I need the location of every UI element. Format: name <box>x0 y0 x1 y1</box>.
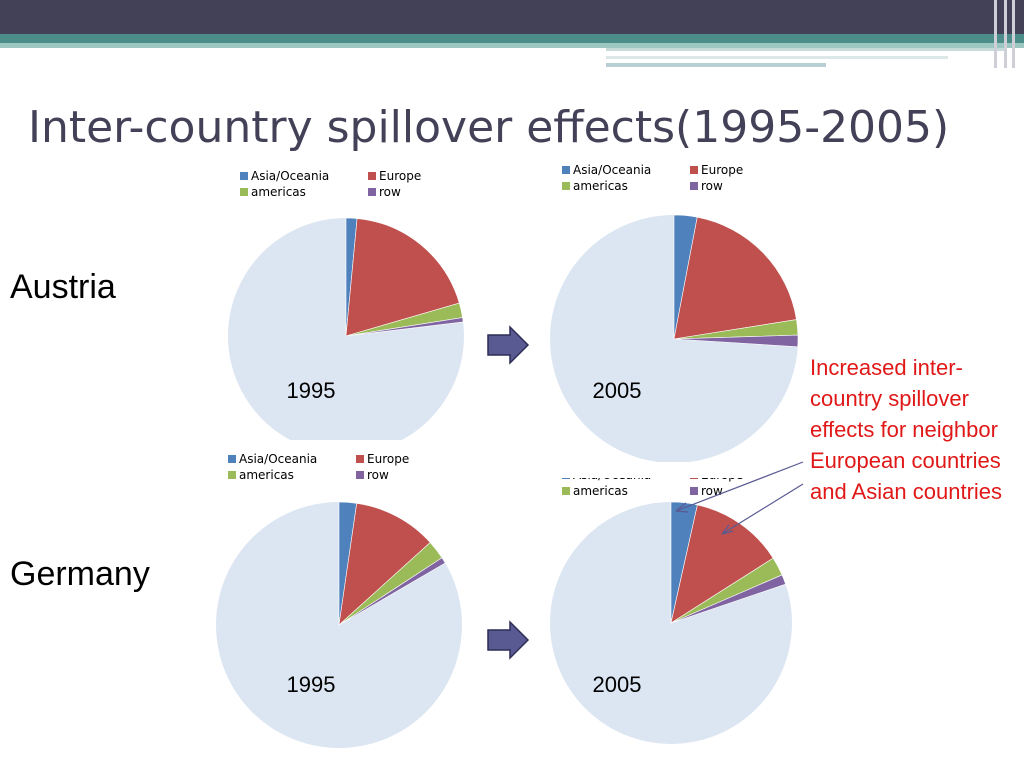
decor-stripe <box>994 0 997 68</box>
pie-slice-europe <box>673 216 797 340</box>
legend-swatch <box>368 188 376 196</box>
arrow-germany <box>487 620 530 660</box>
decor-stripe <box>606 48 1006 51</box>
pie-slice-row <box>670 574 786 624</box>
legend-label: Asia/Oceania <box>251 169 329 183</box>
legend-label: row <box>379 185 401 199</box>
pie-slice-europe <box>338 502 431 626</box>
teal-band-light <box>0 43 1024 48</box>
annotation-note: Increased inter-country spillover effect… <box>810 355 1003 504</box>
legend-label: americas <box>573 484 628 498</box>
legend-swatch <box>228 471 236 479</box>
row-label-austria: Austria <box>10 268 116 306</box>
legend-label: Europe <box>379 169 421 183</box>
pie-chart-1 <box>228 217 464 440</box>
legend-label: row <box>367 468 389 482</box>
callout-arrowhead <box>675 502 689 513</box>
legend-swatch <box>690 487 698 495</box>
decor-stripe <box>1012 0 1015 68</box>
legend-label: americas <box>251 185 306 199</box>
decor-stripe <box>1004 0 1007 68</box>
page-title: Inter-country spillover effects(1995-200… <box>28 102 950 153</box>
pie-slice-row <box>345 317 464 337</box>
legend-swatch <box>356 455 364 463</box>
legend-label: Asia/Oceania <box>573 163 651 177</box>
pie-chart-3 <box>216 501 462 748</box>
pie-slice-row <box>673 334 799 348</box>
legend-label: Europe <box>367 452 409 466</box>
legend-label: Asia/Oceania <box>239 452 317 466</box>
legend-swatch <box>690 166 698 174</box>
year-label: 1995 <box>287 378 336 403</box>
year-label: 2005 <box>593 672 642 697</box>
top-bar <box>0 0 1024 34</box>
legend-swatch <box>562 487 570 495</box>
legend-swatch <box>356 471 364 479</box>
legend-swatch <box>240 188 248 196</box>
pie-slice-europe <box>670 504 774 624</box>
legend-swatch <box>228 455 236 463</box>
legend-label: americas <box>239 468 294 482</box>
legend-label: row <box>701 484 723 498</box>
legend-swatch <box>240 172 248 180</box>
row-label-germany: Germany <box>10 555 150 593</box>
legend-swatch <box>562 182 570 190</box>
legend-swatch <box>562 166 570 174</box>
pie-slice-europe <box>345 218 460 337</box>
pie-chart-2 <box>550 214 799 463</box>
legend-label: americas <box>573 179 628 193</box>
legend-swatch <box>368 172 376 180</box>
callout-line-europe <box>721 483 804 535</box>
decor-stripe <box>606 56 948 59</box>
legend-swatch <box>690 182 698 190</box>
legend-mask <box>555 462 745 478</box>
arrow-austria <box>487 325 530 365</box>
callout-arrowhead <box>721 524 734 535</box>
teal-band <box>0 34 1024 43</box>
pie-slice-row <box>338 557 446 626</box>
year-label: 2005 <box>593 378 642 403</box>
legend-label: Europe <box>701 163 743 177</box>
legend-label: row <box>701 179 723 193</box>
decor-stripe <box>606 63 826 67</box>
year-label: 1995 <box>287 672 336 697</box>
pie-chart-4 <box>550 501 792 744</box>
callout-line-asia <box>675 461 804 512</box>
